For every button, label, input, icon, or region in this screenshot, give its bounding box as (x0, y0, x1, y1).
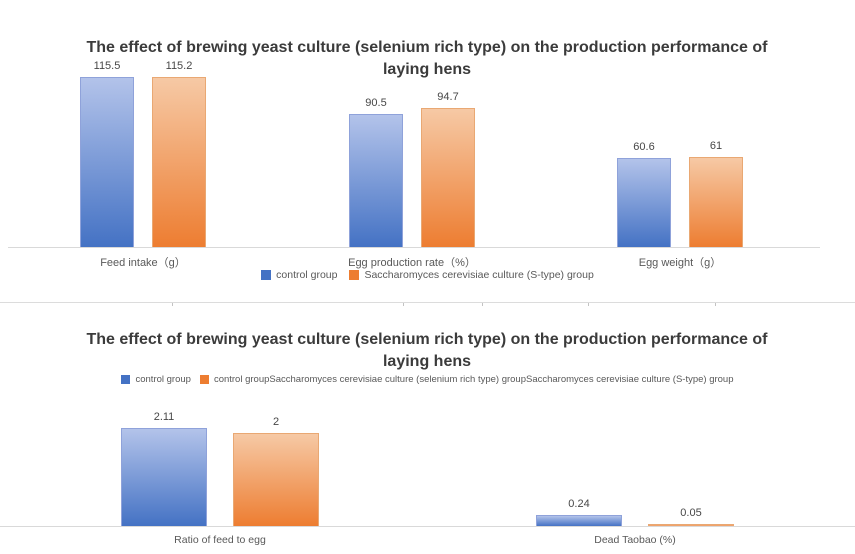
bar-control (349, 114, 403, 247)
legend-item-control: control group (121, 374, 191, 385)
value-label: 2.11 (153, 411, 175, 423)
legend-swatch-treatment (349, 270, 360, 280)
value-label: 94.7 (437, 91, 459, 103)
legend: control group Saccharomyces cerevisiae c… (0, 269, 855, 281)
bar-control (121, 428, 207, 526)
value-label: 115.5 (93, 60, 121, 72)
legend-label: control group (276, 269, 338, 281)
legend-label: Saccharomyces cerevisiae culture (S-type… (364, 269, 594, 281)
value-label: 61 (709, 140, 723, 152)
category-label: Ratio of feed to egg (174, 534, 266, 546)
chart-divider-line (0, 302, 855, 303)
legend-label: control groupSaccharomyces cerevisiae cu… (213, 374, 734, 385)
bar-treatment (233, 433, 319, 526)
value-label: 60.6 (633, 141, 655, 153)
category-label: Egg weight（g） (638, 257, 722, 269)
category-label: Feed intake（g） (100, 257, 186, 269)
legend-swatch-control (261, 270, 272, 280)
bar-control (536, 515, 622, 526)
bar-treatment (421, 108, 475, 247)
legend-swatch-control (121, 375, 131, 384)
divider-tick (403, 303, 404, 306)
legend-item-control: control group (261, 269, 337, 281)
divider-tick (715, 303, 716, 306)
divider-tick (482, 303, 483, 306)
legend-label: control group (135, 374, 191, 385)
divider-tick (172, 303, 173, 306)
value-label: 0.24 (568, 498, 590, 510)
x-axis-line (0, 526, 855, 527)
category-label: Egg production rate（%） (348, 257, 476, 269)
bar-treatment (152, 77, 206, 247)
value-label: 0.05 (680, 507, 702, 519)
legend-item-treatment: Saccharomyces cerevisiae culture (S-type… (349, 269, 594, 281)
bar-control (617, 158, 671, 247)
value-label: 115.2 (165, 60, 193, 72)
x-axis-line (8, 247, 820, 248)
value-label: 90.5 (365, 97, 387, 109)
value-label: 2 (272, 416, 280, 428)
legend-swatch-treatment (199, 375, 209, 384)
legend: control group control groupSaccharomyces… (0, 374, 855, 385)
chart-title: The effect of brewing yeast culture (sel… (86, 331, 768, 371)
bar-control (80, 77, 134, 247)
chart-title: The effect of brewing yeast culture (sel… (86, 39, 768, 79)
divider-tick (588, 303, 589, 306)
bar-treatment (689, 157, 743, 247)
legend-item-treatment: control groupSaccharomyces cerevisiae cu… (199, 374, 734, 385)
bar-treatment (648, 524, 734, 526)
category-label: Dead Taobao (%) (594, 534, 676, 546)
